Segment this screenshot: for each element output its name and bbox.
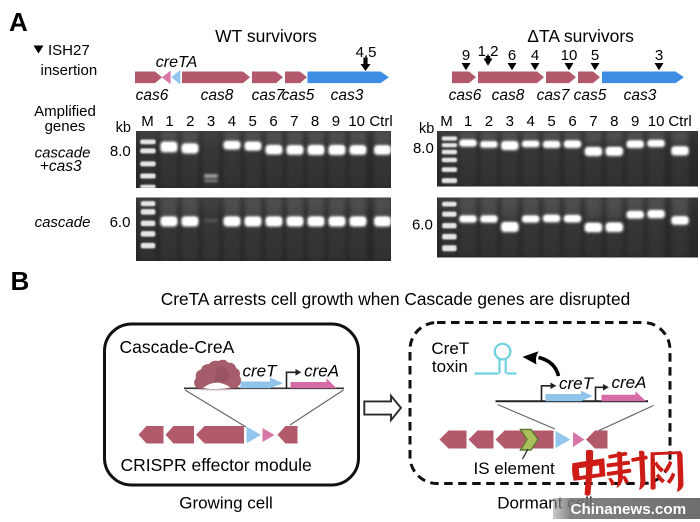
svg-text:cascade: cascade (35, 214, 91, 231)
svg-text:8: 8 (311, 113, 319, 130)
svg-text:8.0: 8.0 (110, 143, 131, 160)
svg-text:cas3: cas3 (624, 87, 657, 104)
svg-text:9: 9 (332, 113, 340, 130)
svg-text:Amplified: Amplified (34, 103, 96, 120)
svg-text:4,5: 4,5 (356, 44, 377, 61)
svg-text:3: 3 (207, 113, 215, 130)
svg-text:A: A (9, 7, 28, 37)
svg-text:4: 4 (531, 47, 539, 64)
svg-text:cas6: cas6 (449, 87, 482, 104)
svg-text:Cascade-CreA: Cascade-CreA (120, 337, 235, 357)
svg-text:4: 4 (228, 113, 236, 130)
svg-text:6.0: 6.0 (412, 217, 433, 234)
svg-text:cas8: cas8 (492, 87, 525, 104)
svg-text:M: M (440, 113, 453, 130)
svg-text:Growing cell: Growing cell (179, 494, 273, 513)
svg-text:cascade: cascade (35, 145, 91, 162)
svg-text:5: 5 (547, 113, 555, 130)
svg-text:7: 7 (290, 113, 298, 130)
svg-text:cas3: cas3 (331, 87, 364, 104)
svg-text:5: 5 (591, 47, 599, 64)
svg-text:9: 9 (462, 47, 470, 64)
svg-text:10: 10 (348, 113, 365, 130)
svg-text:9: 9 (631, 113, 639, 130)
svg-text:2: 2 (485, 113, 493, 130)
svg-text:10: 10 (561, 47, 578, 64)
svg-text:5: 5 (249, 113, 257, 130)
svg-text:creA: creA (304, 362, 339, 381)
svg-text:6: 6 (568, 113, 576, 130)
svg-text:insertion: insertion (41, 62, 98, 79)
svg-text:toxin: toxin (432, 357, 468, 376)
svg-text:7: 7 (589, 113, 597, 130)
svg-text:3: 3 (655, 47, 663, 64)
svg-text:Ctrl: Ctrl (668, 113, 691, 130)
svg-text:cas5: cas5 (282, 87, 315, 104)
svg-text:10: 10 (648, 113, 665, 130)
svg-text:Ctrl: Ctrl (369, 113, 392, 130)
svg-text:6: 6 (508, 47, 516, 64)
svg-text:CRISPR effector module: CRISPR effector module (121, 455, 312, 475)
svg-text:1: 1 (165, 113, 173, 130)
svg-text:kb: kb (419, 121, 434, 137)
svg-text:genes: genes (45, 118, 86, 135)
svg-text:WT survivors: WT survivors (215, 26, 317, 46)
svg-text:1,2: 1,2 (478, 43, 499, 60)
svg-text:6.0: 6.0 (110, 214, 131, 231)
svg-text:Chinanews.com: Chinanews.com (571, 501, 687, 518)
svg-text:creTA: creTA (156, 54, 197, 71)
svg-text:CreT: CreT (431, 339, 469, 358)
svg-text:cas6: cas6 (136, 87, 169, 104)
svg-text:1: 1 (464, 113, 472, 130)
svg-text:cas8: cas8 (201, 87, 234, 104)
svg-text:creT: creT (243, 362, 279, 381)
svg-text:2: 2 (186, 113, 194, 130)
svg-text:cas7: cas7 (537, 87, 571, 104)
svg-text:M: M (141, 113, 154, 130)
svg-text:cas5: cas5 (574, 87, 607, 104)
svg-text:IS element: IS element (474, 459, 556, 478)
svg-text:8.0: 8.0 (413, 140, 434, 157)
svg-text:ΔTA survivors: ΔTA survivors (527, 26, 634, 46)
svg-text:ISH27: ISH27 (48, 42, 90, 59)
svg-text:B: B (11, 266, 30, 296)
svg-text:3: 3 (506, 113, 514, 130)
svg-text:creT: creT (559, 374, 595, 393)
svg-text:cas7: cas7 (252, 87, 286, 104)
svg-text:6: 6 (269, 113, 277, 130)
svg-text:4: 4 (527, 113, 535, 130)
svg-text:kb: kb (116, 120, 131, 136)
svg-text:+cas3: +cas3 (40, 158, 82, 175)
svg-text:CreTA arrests cell growth when: CreTA arrests cell growth when Cascade g… (161, 289, 630, 309)
svg-text:8: 8 (610, 113, 618, 130)
svg-text:creA: creA (612, 373, 647, 392)
